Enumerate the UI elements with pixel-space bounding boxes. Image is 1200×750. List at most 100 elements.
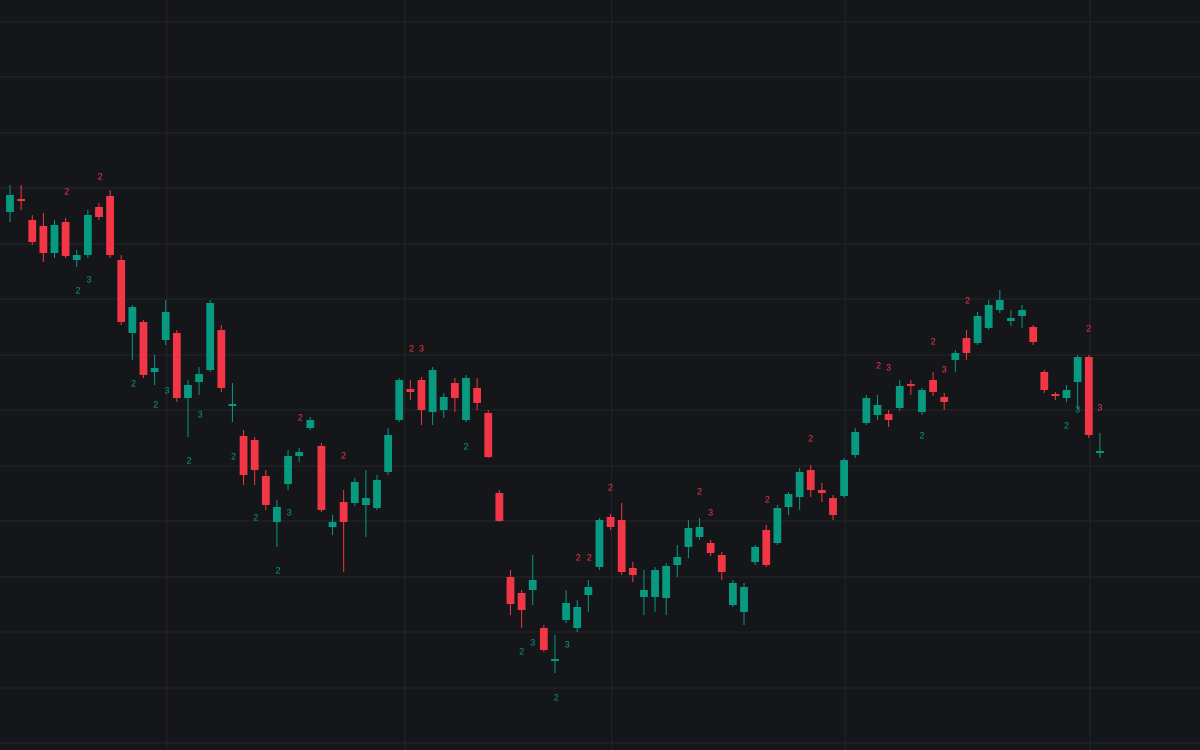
annotation: 2	[608, 482, 613, 492]
candle-body	[206, 303, 215, 370]
candle-body	[83, 215, 92, 255]
annotation: 2	[554, 692, 559, 702]
candle-body	[428, 370, 437, 412]
candle-body	[651, 570, 659, 597]
annotation: 2	[965, 295, 970, 305]
candle-body	[551, 659, 559, 661]
candle-body	[350, 482, 359, 503]
candle-body	[851, 432, 860, 455]
candle-body	[584, 587, 593, 595]
candle-body	[751, 547, 760, 562]
candle-body	[962, 338, 971, 353]
annotation: 2	[187, 455, 192, 465]
candle-body	[1051, 394, 1060, 396]
candle-body	[662, 566, 671, 598]
candle-body	[817, 490, 826, 493]
candle-body	[339, 502, 348, 522]
candle-body	[1018, 310, 1026, 316]
annotation: 2	[587, 552, 592, 562]
candle-body	[306, 420, 315, 428]
candle-body	[284, 456, 292, 484]
candle-body	[973, 316, 982, 343]
candle-body	[384, 435, 393, 472]
candle-body	[495, 493, 504, 521]
candle-body	[184, 385, 192, 398]
candle-body	[528, 580, 537, 590]
candle-body	[562, 603, 570, 620]
annotation: 2	[576, 552, 581, 562]
annotation: 3	[419, 343, 424, 353]
candle-body	[984, 305, 993, 328]
annotation: 2	[231, 451, 236, 461]
candle-body	[862, 398, 871, 423]
candle-body	[450, 383, 459, 398]
annotation: 2	[876, 360, 881, 370]
annotation: 2	[765, 494, 770, 504]
candle-body	[273, 507, 281, 522]
annotation: 3	[198, 409, 203, 419]
candle-body	[995, 300, 1004, 310]
candle-body	[17, 199, 26, 201]
annotation: 2	[75, 285, 80, 295]
annotation: 2	[931, 336, 936, 346]
candle-body	[95, 207, 103, 217]
annotation: 2	[697, 486, 702, 496]
candle-body	[117, 260, 126, 322]
annotation: 2	[1064, 420, 1069, 430]
candle-body	[1073, 357, 1082, 382]
candle-body	[362, 498, 370, 505]
candle-body	[61, 222, 70, 256]
candle-body	[762, 530, 771, 565]
candle-body	[39, 226, 48, 253]
candle-body	[1040, 372, 1049, 390]
candle-body	[50, 225, 59, 253]
candle-body	[439, 397, 448, 410]
candle-body	[228, 404, 237, 406]
candle-body	[317, 446, 326, 510]
candle-body	[539, 628, 548, 650]
annotation: 3	[886, 362, 891, 372]
candle-body	[918, 390, 926, 412]
annotation: 3	[164, 385, 169, 395]
annotation: 2	[919, 430, 924, 440]
candle-body	[106, 196, 114, 255]
annotation: 2	[98, 171, 103, 181]
candle-body	[695, 527, 704, 537]
candle-body	[406, 389, 415, 392]
candle-body	[573, 607, 582, 628]
candle-body	[28, 220, 37, 242]
candle-body	[484, 413, 493, 457]
candle-body	[929, 380, 937, 392]
candle-body	[795, 472, 804, 497]
annotation: 3	[530, 637, 535, 647]
candle-body	[706, 543, 715, 553]
candle-body	[1029, 327, 1038, 342]
annotation: 2	[341, 450, 346, 460]
candle-body	[740, 587, 748, 612]
candle-body	[906, 384, 915, 386]
candle-body	[328, 522, 337, 527]
candle-body	[128, 307, 137, 333]
candle-body	[829, 498, 837, 515]
annotation: 3	[942, 364, 947, 374]
candle-body	[595, 520, 604, 567]
annotation: 3	[708, 507, 713, 517]
annotation: 2	[131, 378, 136, 388]
annotation: 2	[409, 343, 414, 353]
candle-body	[640, 590, 648, 597]
candle-body	[295, 452, 304, 456]
candle-body	[1084, 357, 1093, 435]
annotation: 2	[153, 399, 158, 409]
candle-body	[72, 255, 81, 260]
annotation: 3	[565, 639, 570, 649]
candle-body	[773, 508, 782, 543]
candle-body	[684, 528, 693, 547]
candle-body	[840, 460, 849, 496]
candle-body	[873, 405, 882, 415]
candle-body	[462, 378, 470, 420]
candle-body	[1007, 318, 1015, 321]
candle-body	[239, 436, 248, 475]
candle-body	[628, 568, 637, 575]
